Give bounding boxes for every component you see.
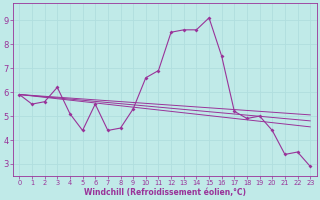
X-axis label: Windchill (Refroidissement éolien,°C): Windchill (Refroidissement éolien,°C) (84, 188, 246, 197)
